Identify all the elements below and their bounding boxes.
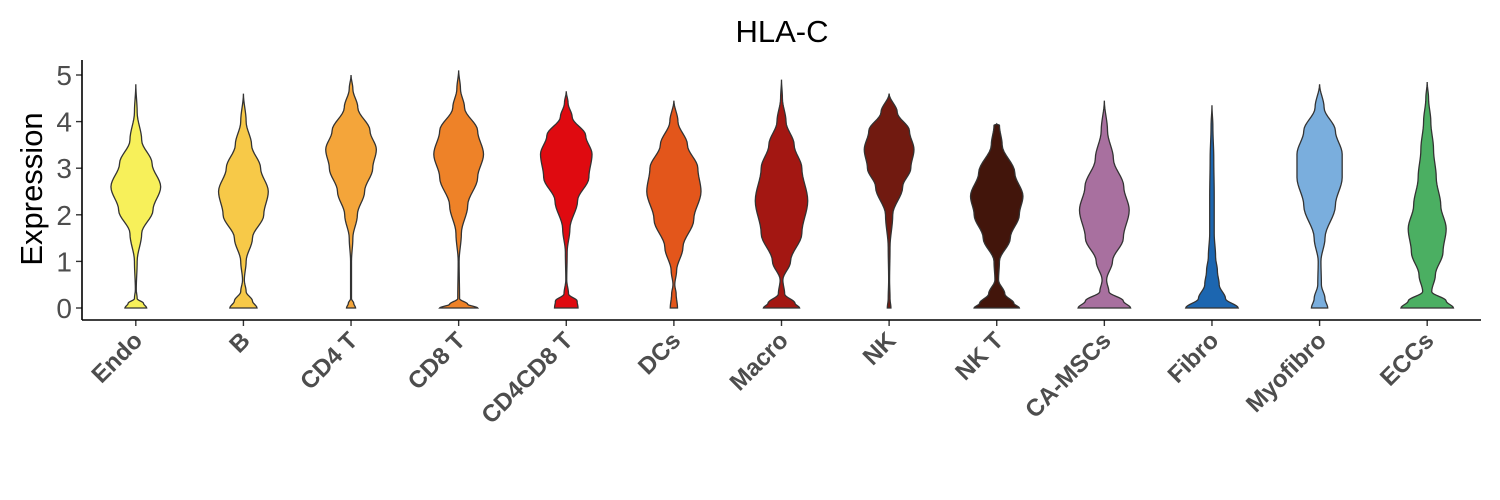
violin-group [110,70,1455,309]
chart-title: HLA-C [735,14,828,49]
x-tick-label: CD4CD8 T [476,327,578,429]
y-tick-label: 3 [56,153,72,184]
x-tick-label: Fibro [1163,327,1225,389]
y-tick-label: 5 [56,60,72,91]
x-tick-label: NK T [950,327,1009,386]
violin-cd4cd8-t [539,91,593,309]
y-tick-label: 4 [56,107,72,138]
y-tick-label: 2 [56,200,72,231]
x-tick-label: CD8 T [403,327,471,395]
plot-area: 0 1 2 3 4 5 Endo B CD4 T CD8 T CD4CD8 T DCs Macro NK… [56,60,1481,429]
violin-eccs [1400,81,1455,309]
violin-cd4-t [325,74,378,309]
x-tick-label: B [224,327,255,358]
x-axis-ticks: Endo B CD4 T CD8 T CD4CD8 T DCs Macro NK NK T CA-… [87,320,1439,429]
x-tick-label: Myofibro [1241,327,1332,418]
x-tick-label: CD4 T [295,327,363,395]
x-tick-label: Macro [725,327,794,396]
y-tick-label: 1 [56,246,72,277]
violin-fibro [1184,105,1240,309]
y-tick-label: 0 [56,293,72,324]
x-tick-label: ECCs [1375,327,1439,391]
violin-b [217,93,269,309]
y-axis-ticks: 0 1 2 3 4 5 [56,60,82,324]
y-axis-label: Expression [14,112,49,265]
violin-macro [754,79,809,309]
x-tick-label: DCs [633,327,686,380]
violin-endo [110,84,162,309]
violin-myofibro [1296,84,1343,309]
violin-nk-t [969,122,1024,309]
violin-dcs [646,100,702,309]
x-tick-label: CA-MSCs [1020,327,1116,423]
violin-ca-mscs [1077,100,1132,309]
violin-nk [863,93,915,309]
violin-cd8-t [433,70,485,309]
x-tick-label: Endo [87,327,149,389]
x-tick-label: NK [858,327,902,371]
